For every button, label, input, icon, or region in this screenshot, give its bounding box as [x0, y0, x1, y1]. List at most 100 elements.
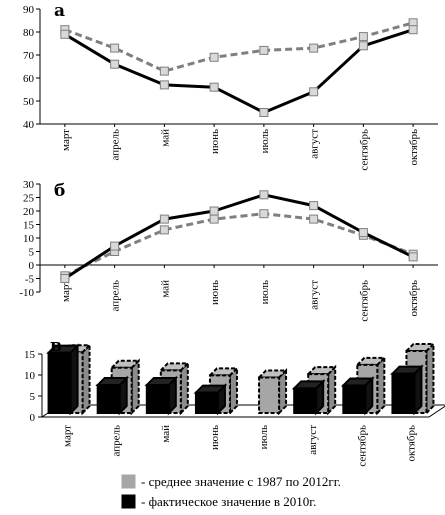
bar-avg-top [109, 359, 142, 369]
bar-avg-top [256, 369, 289, 379]
x-tick-label: сентябрь [356, 425, 368, 467]
data-point-actual [408, 25, 418, 35]
data-point-avg [259, 209, 269, 219]
data-point-avg [309, 214, 319, 224]
y-tick-label: 15 [23, 220, 35, 232]
x-tick-label: октябрь [408, 129, 420, 166]
y-tick-label: 20 [23, 206, 35, 218]
y-tick-label: 0 [29, 260, 35, 272]
data-point-avg [209, 52, 219, 62]
y-tick-label: 5 [30, 391, 36, 403]
bar-actual [391, 372, 416, 414]
data-point-actual [358, 228, 368, 238]
x-tick-label: апрель [110, 280, 122, 312]
panel-label: в [50, 336, 62, 356]
y-tick-label: 5 [29, 247, 35, 259]
bar-avg-side [130, 358, 140, 416]
x-tick-label: март [60, 280, 72, 302]
series-line-actual [64, 193, 414, 280]
data-point-actual [110, 241, 120, 251]
legend-swatch [121, 474, 136, 489]
x-tick-label: июнь [209, 280, 221, 305]
data-point-actual [259, 108, 269, 117]
y-tick-label: 30 [23, 179, 35, 191]
bar-actual [293, 387, 318, 415]
y-tick-label: 25 [23, 193, 35, 205]
x-tick-label: август [309, 280, 321, 310]
bar-avg-top [305, 366, 338, 376]
x-tick-label: март [62, 425, 74, 447]
panel-c-bar-chart: 0 5 10 15 март апрель май июнь июль август сентябр… [24, 336, 445, 467]
bar-avg-side [425, 341, 435, 416]
data-point-avg [259, 45, 269, 55]
bar-avg-top [158, 362, 191, 372]
bar-avg-top [354, 356, 387, 366]
x-tick-label: апрель [111, 425, 123, 457]
y-tick-label: 10 [24, 370, 36, 382]
data-point-avg [209, 214, 219, 224]
data-point-actual [60, 274, 70, 283]
x-tick-label: июль [259, 129, 271, 153]
data-point-actual [408, 252, 418, 262]
y-tick-label: 15 [24, 349, 36, 361]
bar-actual [145, 384, 170, 414]
x-tick-label: август [307, 425, 319, 455]
data-point-actual [309, 201, 319, 211]
x-tick-label: март [60, 129, 72, 151]
bar-avg-side [179, 360, 189, 416]
data-point-actual [159, 80, 169, 90]
legend: - среднее значение с 1987 по 2012гг. - фа… [121, 474, 341, 509]
data-point-actual [209, 82, 219, 92]
y-tick-label: 60 [23, 73, 35, 85]
legend-label: - фактическое значение в 2010г. [141, 494, 316, 509]
bar-avg-side [81, 342, 91, 416]
bar-actual [47, 351, 72, 414]
data-point-actual [358, 41, 368, 51]
x-tick-label: май [160, 425, 172, 443]
panel-a-line-chart: 40 50 60 70 80 90 март апрель май июнь июль август с… [23, 1, 438, 171]
bar-avg-side [376, 355, 386, 416]
x-tick-label: октябрь [405, 425, 417, 462]
series-line-avg [64, 21, 414, 73]
bar-actual [342, 384, 367, 415]
bar-actual [96, 384, 121, 414]
legend-swatch [121, 494, 136, 509]
data-point-avg [309, 43, 319, 53]
bar-avg [258, 376, 281, 414]
y-tick-label: 80 [23, 27, 35, 39]
x-tick-label: июнь [209, 425, 221, 450]
y-tick-label: 10 [23, 233, 35, 245]
data-point-actual [60, 29, 70, 39]
data-point-avg [110, 43, 120, 53]
data-point-actual [159, 214, 169, 224]
x-tick-label: май [159, 280, 171, 298]
data-point-actual [110, 59, 120, 69]
y-tick-label: 0 [30, 412, 36, 424]
y-tick-label: -10 [19, 287, 34, 299]
panel-label: б [54, 181, 65, 201]
x-tick-label: сентябрь [358, 280, 370, 322]
data-point-avg [358, 32, 368, 42]
data-point-actual [259, 190, 269, 200]
x-tick-label: сентябрь [358, 129, 370, 171]
x-tick-label: апрель [110, 129, 122, 161]
data-point-actual [209, 206, 219, 216]
data-point-avg [159, 66, 169, 76]
y-tick-label: -5 [25, 274, 35, 286]
bar-avg-top [404, 343, 436, 352]
legend-label: - среднее значение с 1987 по 2012гг. [141, 474, 341, 489]
data-point-actual [309, 87, 319, 97]
panel-label: а [54, 1, 65, 21]
x-tick-label: октябрь [408, 280, 420, 317]
bar-actual [194, 391, 219, 414]
data-point-avg [159, 225, 169, 235]
series-line-actual [64, 28, 414, 114]
x-tick-label: август [309, 129, 321, 159]
y-tick-label: 70 [23, 50, 35, 62]
y-tick-label: 90 [23, 4, 35, 16]
bar-avg-top [207, 367, 240, 377]
x-tick-label: июль [258, 425, 270, 449]
bar-actual-side [69, 343, 79, 416]
